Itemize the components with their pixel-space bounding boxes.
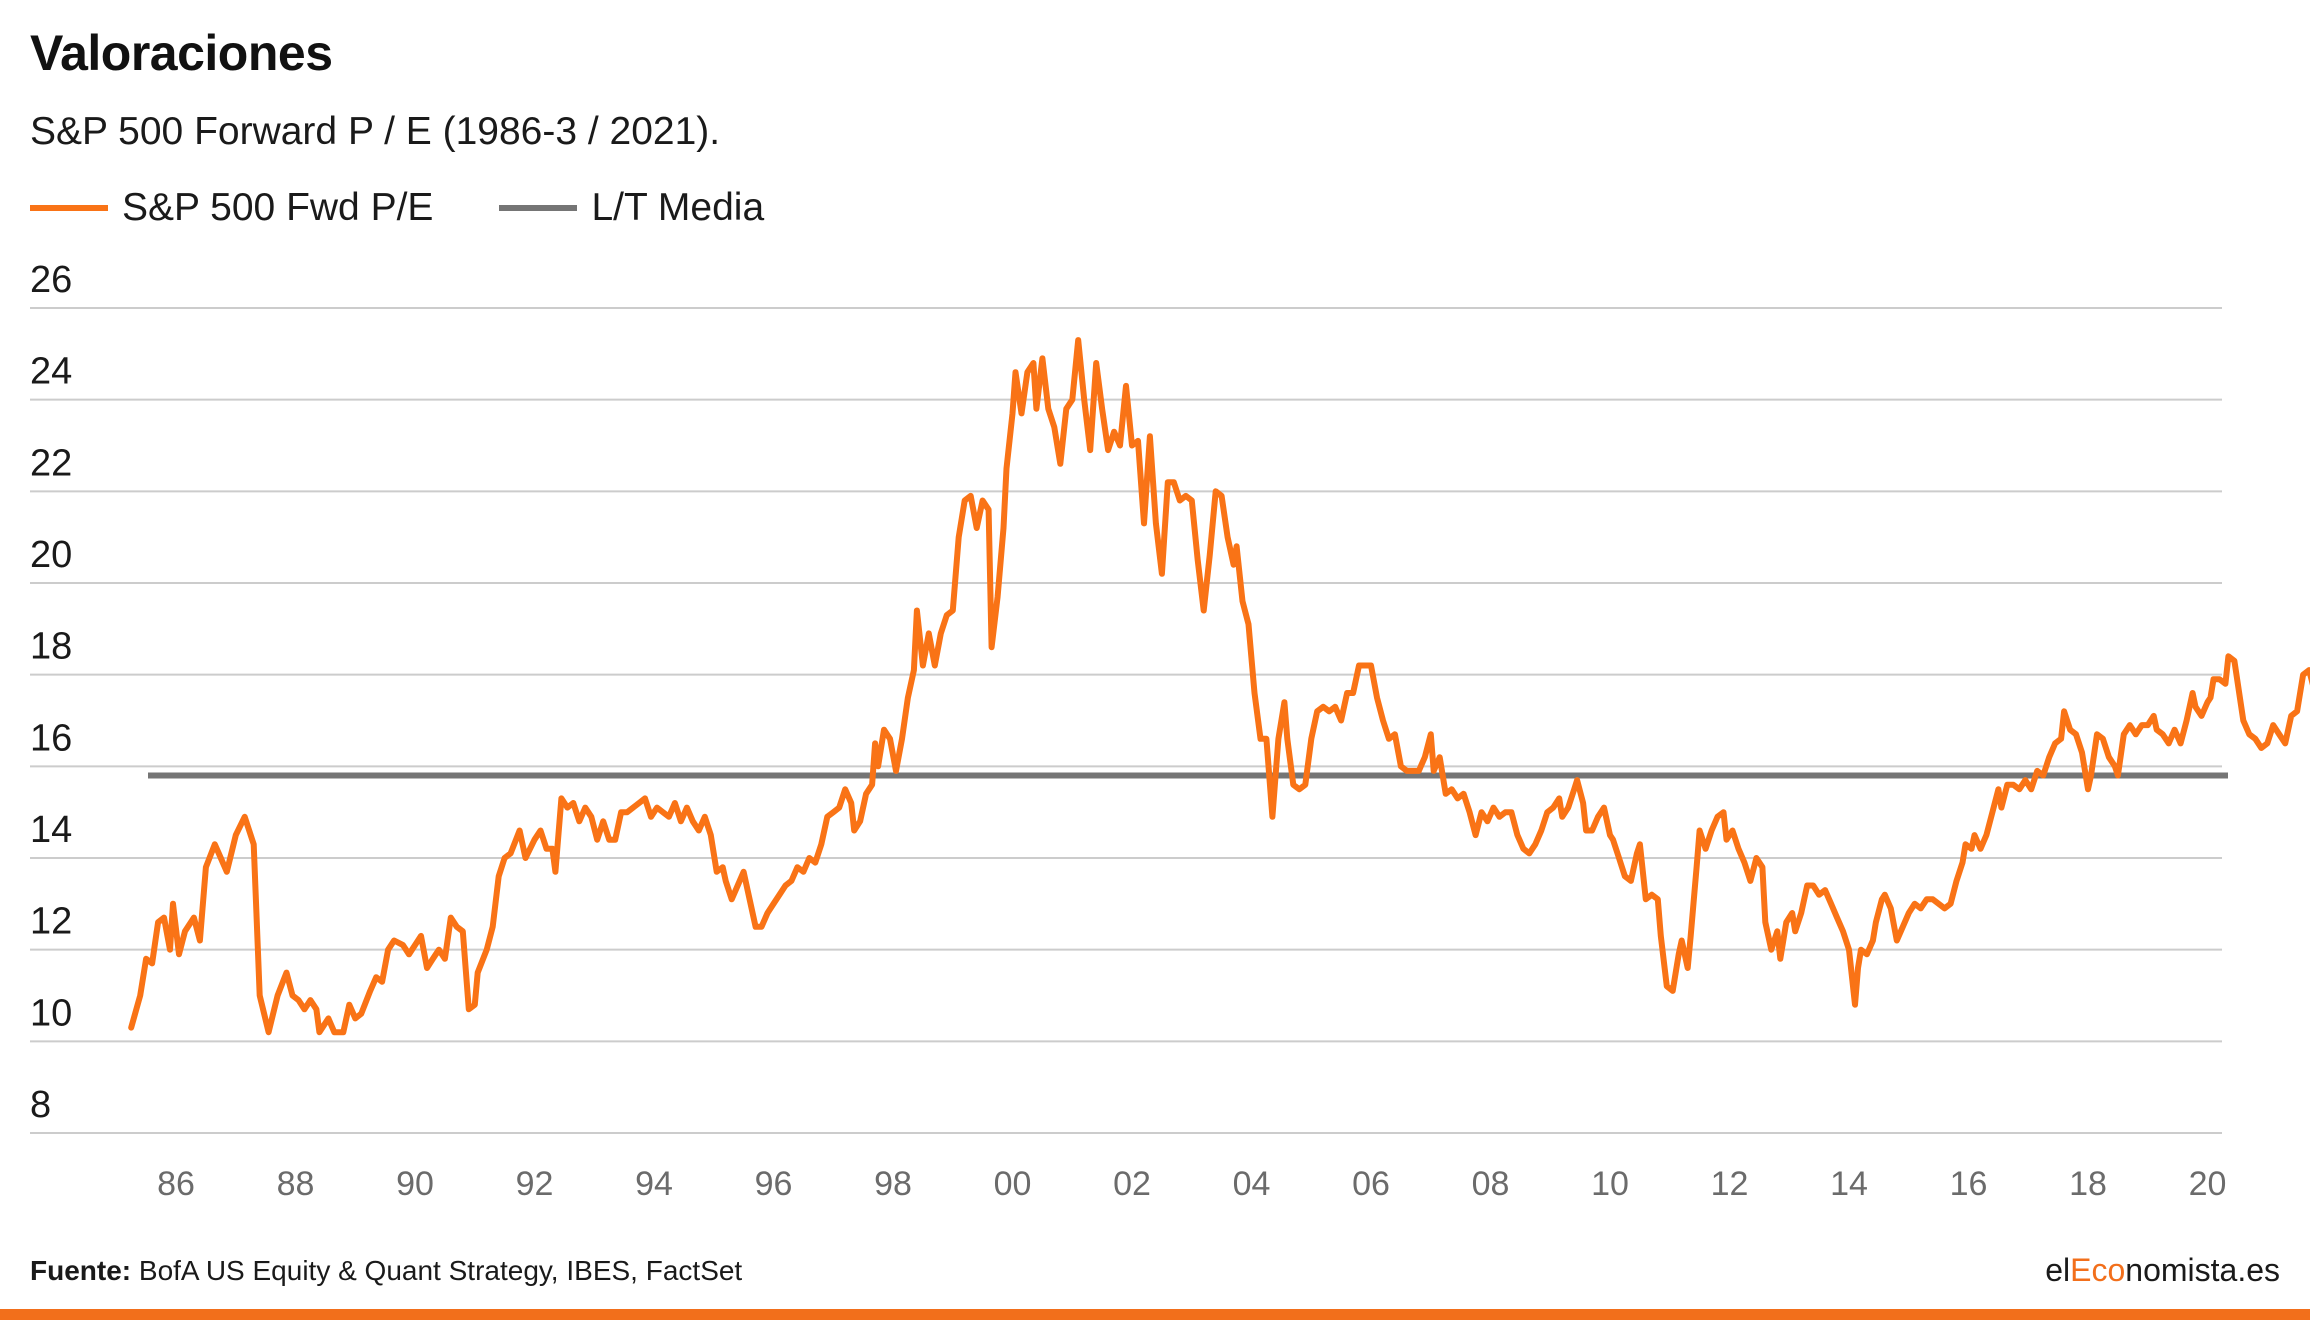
x-tick-label-16: 16 — [1950, 1165, 1988, 1203]
x-tick-labels: 86 88 90 92 94 96 98 00 02 04 06 08 10 12 14 16 18 20 — [157, 1165, 2226, 1203]
brand-accent: Eco — [2070, 1252, 2126, 1288]
x-tick-label-92: 92 — [516, 1165, 554, 1203]
legend-swatch-lt-media — [499, 205, 578, 211]
brand-suffix: nomista.es — [2125, 1252, 2280, 1288]
chart-subtitle: S&P 500 Forward P / E (1986-3 / 2021). — [30, 110, 721, 153]
y-tick-label-24: 24 — [30, 351, 72, 393]
x-tick-label-08: 08 — [1472, 1165, 1510, 1203]
legend-item-fwd-pe: S&P 500 Fwd P/E — [30, 186, 433, 230]
x-tick-label-20: 20 — [2189, 1165, 2227, 1203]
y-tick-label-8: 8 — [30, 1084, 51, 1126]
source-label: Fuente: — [30, 1255, 132, 1286]
x-tick-label-96: 96 — [755, 1165, 793, 1203]
x-tick-label-90: 90 — [396, 1165, 434, 1203]
x-tick-label-88: 88 — [277, 1165, 315, 1203]
chart-title: Valoraciones — [30, 25, 333, 81]
y-tick-label-22: 22 — [30, 442, 72, 484]
legend-label-fwd-pe: S&P 500 Fwd P/E — [122, 186, 434, 229]
brand-logo[interactable]: elEconomista.es — [2045, 1252, 2280, 1289]
x-tick-label-94: 94 — [635, 1165, 673, 1203]
x-tick-label-10: 10 — [1591, 1165, 1629, 1203]
y-tick-label-10: 10 — [30, 992, 72, 1034]
legend-label-lt-media: L/T Media — [591, 186, 765, 229]
x-tick-label-06: 06 — [1352, 1165, 1390, 1203]
x-tick-label-00: 00 — [994, 1165, 1032, 1203]
legend: S&P 500 Fwd P/E L/T Media — [30, 180, 830, 236]
y-tick-label-20: 20 — [30, 534, 72, 576]
x-tick-label-98: 98 — [874, 1165, 912, 1203]
bottom-accent-bar — [0, 1309, 2310, 1320]
grid-layer — [30, 307, 2222, 1134]
x-tick-label-86: 86 — [157, 1165, 195, 1203]
y-tick-label-18: 18 — [30, 626, 72, 668]
source-note: Fuente: BofA US Equity & Quant Strategy,… — [30, 1255, 742, 1287]
y-tick-label-14: 14 — [30, 809, 72, 851]
brand-prefix: el — [2045, 1252, 2071, 1288]
source-text: BofA US Equity & Quant Strategy, IBES, F… — [131, 1255, 743, 1286]
x-tick-label-04: 04 — [1233, 1165, 1271, 1203]
y-tick-labels: 8 10 12 14 16 18 20 22 24 26 — [30, 259, 72, 1126]
y-tick-label-26: 26 — [30, 259, 72, 301]
x-tick-label-18: 18 — [2069, 1165, 2107, 1203]
legend-swatch-fwd-pe — [30, 205, 108, 211]
legend-item-lt-media: L/T Media — [499, 186, 764, 230]
x-tick-label-02: 02 — [1113, 1165, 1151, 1203]
y-tick-label-12: 12 — [30, 901, 72, 943]
x-tick-label-14: 14 — [1830, 1165, 1868, 1203]
y-tick-label-16: 16 — [30, 717, 72, 759]
series-fwd-pe-line — [128, 337, 2310, 1036]
x-tick-label-12: 12 — [1711, 1165, 1749, 1203]
